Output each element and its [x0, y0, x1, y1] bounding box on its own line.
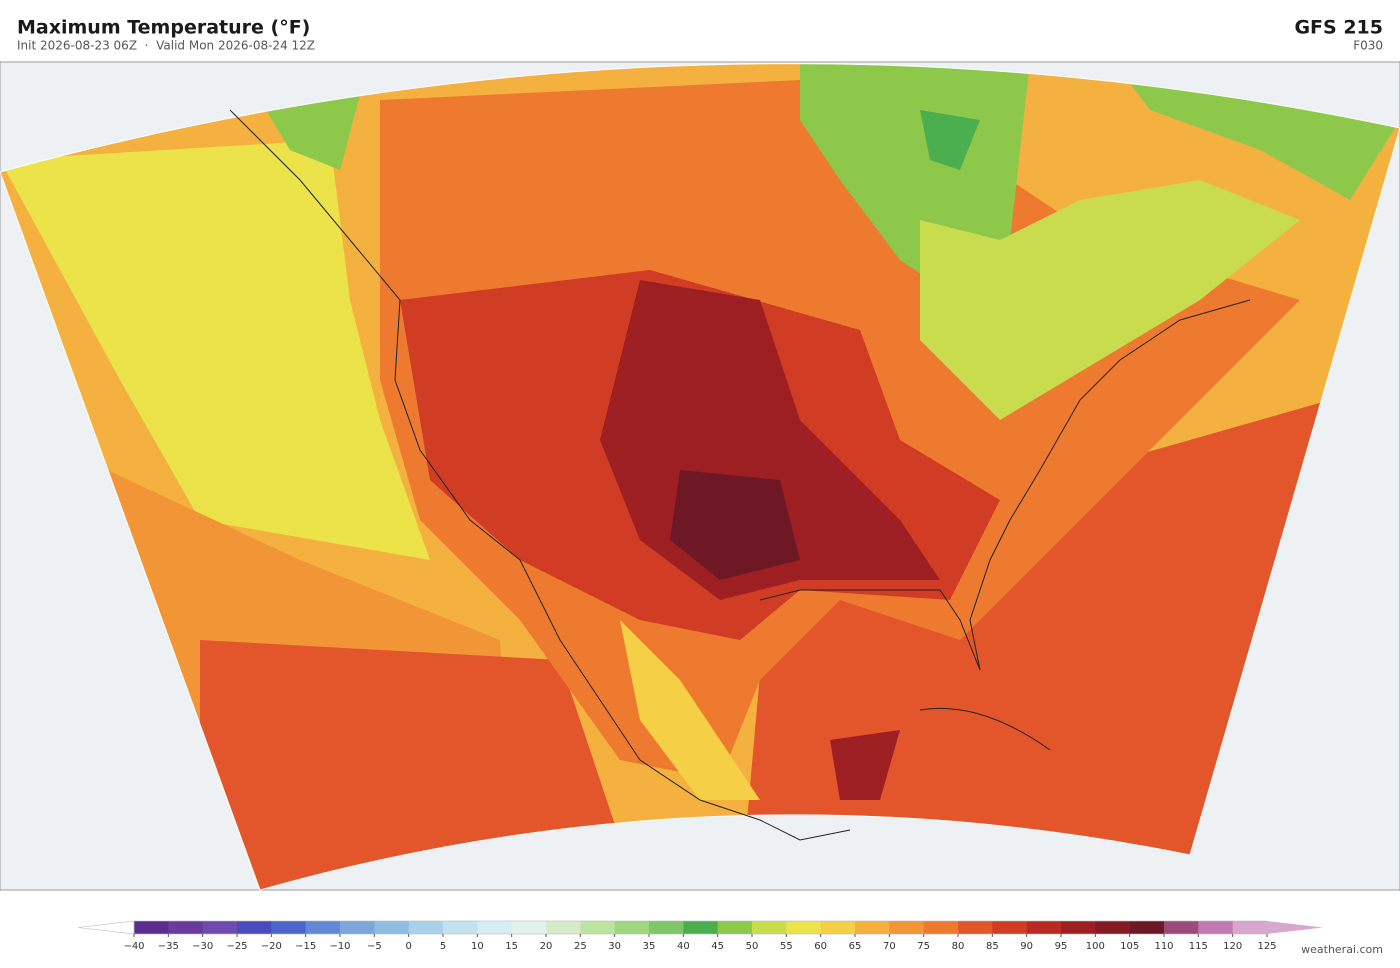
tick-label: 75	[917, 941, 930, 952]
tick-label: 60	[814, 941, 827, 952]
color-bin	[546, 921, 581, 934]
tick-label: 120	[1223, 941, 1242, 952]
color-bin	[237, 921, 272, 934]
colorbar-outline	[133, 920, 1268, 935]
tick-label: −20	[261, 941, 282, 952]
tick-label: 90	[1020, 941, 1033, 952]
color-bin	[923, 921, 959, 934]
tick-label: −35	[158, 941, 179, 952]
color-bin	[1164, 921, 1199, 934]
colorbar: −40 −35 −30 −25 −20 −15 −10 −5 0 5 10 15 20 25 30 35 40 4…	[77, 920, 1323, 952]
tick-label: 80	[952, 941, 965, 952]
tick-label: 125	[1257, 941, 1276, 952]
subtitle: Init 2026-08-23 06Z · Valid Mon 2026-08-…	[17, 39, 315, 53]
color-bin	[889, 921, 925, 934]
tick-label: 100	[1086, 941, 1105, 952]
color-bin	[752, 921, 787, 934]
color-bin	[1232, 921, 1268, 934]
tick-label: −30	[192, 941, 213, 952]
color-bin	[202, 921, 238, 934]
tick-label: 0	[405, 941, 411, 952]
color-bin	[1061, 921, 1096, 934]
tick-label: 35	[643, 941, 656, 952]
tick-label: 45	[711, 941, 724, 952]
tick-label: −25	[226, 941, 247, 952]
tick-label: 55	[780, 941, 793, 952]
color-bin	[443, 921, 478, 934]
tick-label: 15	[505, 941, 518, 952]
color-bin	[134, 921, 169, 934]
tick-label: 30	[608, 941, 621, 952]
color-bin	[992, 921, 1028, 934]
color-bin	[1095, 921, 1131, 934]
color-bin	[855, 921, 890, 934]
tick-label: 25	[574, 941, 587, 952]
title: Maximum Temperature (°F)	[17, 17, 310, 39]
forecast-hour: F030	[1353, 39, 1383, 53]
color-bin	[511, 921, 547, 934]
model: GFS 215	[1294, 17, 1383, 39]
map	[0, 61, 1400, 891]
tick-label: 105	[1120, 941, 1139, 952]
color-bin	[408, 921, 444, 934]
tick-label: 115	[1189, 941, 1208, 952]
color-bin	[340, 921, 375, 934]
color-bin	[683, 921, 719, 934]
coastline	[229, 109, 1251, 841]
color-bin	[958, 921, 993, 934]
color-bin	[477, 921, 513, 934]
temperature-field	[0, 63, 1400, 890]
color-bin	[305, 921, 341, 934]
color-bin	[271, 921, 307, 934]
tick-label: 65	[849, 941, 862, 952]
tick-label: 50	[746, 941, 759, 952]
color-bin	[580, 921, 616, 934]
color-bin	[614, 921, 650, 934]
color-bin	[820, 921, 856, 934]
tick-label: −5	[367, 941, 382, 952]
tick-label: 85	[986, 941, 999, 952]
tick-label: −15	[295, 941, 316, 952]
color-bin	[649, 921, 684, 934]
color-bin	[1026, 921, 1062, 934]
over-extension	[1267, 921, 1323, 934]
tick-label: 40	[677, 941, 690, 952]
color-bin	[717, 921, 753, 934]
credit: weatherai.com	[1301, 943, 1383, 956]
tick-label: 95	[1055, 941, 1068, 952]
tick-label: 10	[471, 941, 484, 952]
color-bin	[374, 921, 410, 934]
color-bin	[1198, 921, 1234, 934]
color-bin	[786, 921, 822, 934]
tick-label: 20	[540, 941, 553, 952]
tick-label: 5	[440, 941, 446, 952]
tick-label: 110	[1154, 941, 1173, 952]
tick-label: −40	[123, 941, 144, 952]
tick-label: 70	[883, 941, 896, 952]
color-bin	[1129, 921, 1165, 934]
color-bin	[168, 921, 204, 934]
under-extension	[77, 920, 135, 935]
tick-label: −10	[329, 941, 350, 952]
